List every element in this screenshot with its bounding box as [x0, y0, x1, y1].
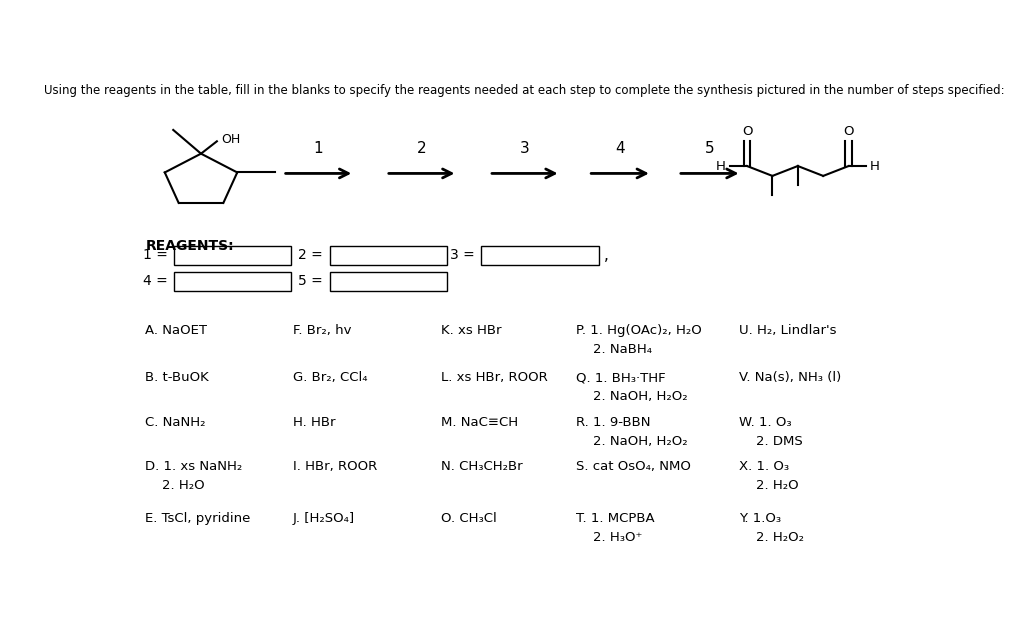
Text: REAGENTS:: REAGENTS:	[145, 239, 234, 253]
Text: H. HBr: H. HBr	[293, 415, 336, 429]
Text: A. NaOET: A. NaOET	[145, 324, 208, 337]
Text: I. HBr, ROOR: I. HBr, ROOR	[293, 460, 377, 473]
Text: E. TsCl, pyridine: E. TsCl, pyridine	[145, 512, 251, 525]
Text: Y. 1.O₃
    2. H₂O₂: Y. 1.O₃ 2. H₂O₂	[739, 512, 804, 544]
Text: 1: 1	[313, 141, 324, 156]
Text: Using the reagents in the table, fill in the blanks to specify the reagents need: Using the reagents in the table, fill in…	[44, 85, 1006, 98]
Bar	[174, 246, 292, 265]
Bar	[330, 272, 447, 291]
Text: 5 =: 5 =	[298, 274, 324, 288]
Text: 3: 3	[520, 141, 529, 156]
Text: S. cat OsO₄, NMO: S. cat OsO₄, NMO	[577, 460, 691, 473]
Text: 3 =: 3 =	[451, 248, 475, 263]
Bar	[330, 246, 447, 265]
Text: D. 1. xs NaNH₂
    2. H₂O: D. 1. xs NaNH₂ 2. H₂O	[145, 460, 243, 492]
Bar	[481, 246, 599, 265]
Text: O: O	[741, 125, 753, 138]
Text: P. 1. Hg(OAc)₂, H₂O
    2. NaBH₄: P. 1. Hg(OAc)₂, H₂O 2. NaBH₄	[577, 324, 702, 356]
Text: B. t-BuOK: B. t-BuOK	[145, 371, 209, 384]
Text: U. H₂, Lindlar's: U. H₂, Lindlar's	[739, 324, 837, 337]
Text: O. CH₃Cl: O. CH₃Cl	[441, 512, 498, 525]
Text: X. 1. O₃
    2. H₂O: X. 1. O₃ 2. H₂O	[739, 460, 799, 492]
Text: 2: 2	[417, 141, 426, 156]
Text: J. [H₂SO₄]: J. [H₂SO₄]	[293, 512, 355, 525]
Text: V. Na(s), NH₃ (l): V. Na(s), NH₃ (l)	[739, 371, 842, 384]
Text: ,: ,	[603, 248, 608, 263]
Text: OH: OH	[221, 134, 240, 146]
Text: T. 1. MCPBA
    2. H₃O⁺: T. 1. MCPBA 2. H₃O⁺	[577, 512, 655, 544]
Text: N. CH₃CH₂Br: N. CH₃CH₂Br	[441, 460, 523, 473]
Text: F. Br₂, hv: F. Br₂, hv	[293, 324, 351, 337]
Text: M. NaC≡CH: M. NaC≡CH	[441, 415, 518, 429]
Text: C. NaNH₂: C. NaNH₂	[145, 415, 206, 429]
Text: O: O	[844, 125, 854, 138]
Text: 4: 4	[615, 141, 625, 156]
Text: L. xs HBr, ROOR: L. xs HBr, ROOR	[441, 371, 548, 384]
Text: W. 1. O₃
    2. DMS: W. 1. O₃ 2. DMS	[739, 415, 803, 447]
Text: 1 =: 1 =	[142, 248, 168, 263]
Text: H: H	[716, 159, 726, 173]
Text: H: H	[870, 159, 880, 173]
Text: K. xs HBr: K. xs HBr	[441, 324, 502, 337]
Text: 4 =: 4 =	[143, 274, 168, 288]
Text: Q. 1. BH₃·THF
    2. NaOH, H₂O₂: Q. 1. BH₃·THF 2. NaOH, H₂O₂	[577, 371, 688, 403]
Text: R. 1. 9-BBN
    2. NaOH, H₂O₂: R. 1. 9-BBN 2. NaOH, H₂O₂	[577, 415, 688, 447]
Text: G. Br₂, CCl₄: G. Br₂, CCl₄	[293, 371, 368, 384]
Text: 2 =: 2 =	[298, 248, 324, 263]
Bar	[174, 272, 292, 291]
Text: 5: 5	[705, 141, 715, 156]
